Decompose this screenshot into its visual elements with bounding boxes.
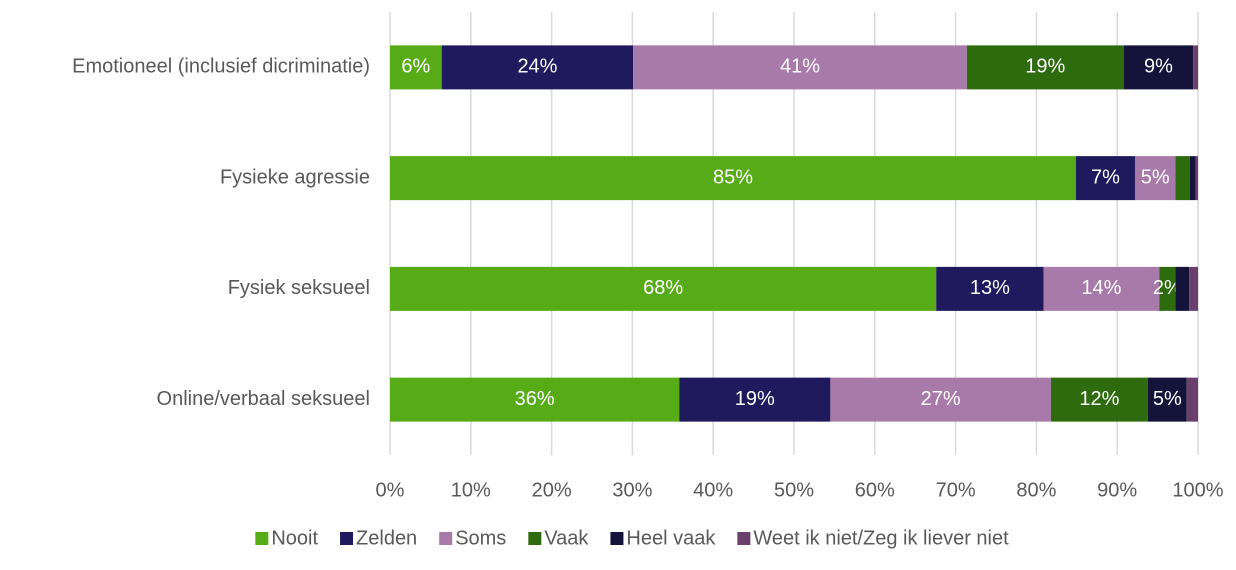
bar-segment	[1189, 156, 1196, 201]
x-tick-label: 100%	[1172, 479, 1223, 501]
x-tick-label: 0%	[376, 479, 405, 501]
bar-segment	[1189, 266, 1198, 311]
value-label: 19%	[735, 388, 775, 410]
value-label: 5%	[1141, 166, 1170, 188]
bar-segment	[1175, 266, 1190, 311]
bar-segment	[390, 266, 937, 311]
bar-segment	[1159, 266, 1176, 311]
category-label: Emotioneel (inclusief dicriminatie)	[72, 56, 370, 78]
legend-swatch	[528, 532, 542, 545]
legend-swatch	[340, 532, 354, 545]
legend-swatch	[737, 532, 751, 545]
x-tick-label: 70%	[936, 479, 976, 501]
value-label: 24%	[517, 56, 557, 78]
legend-swatch	[255, 532, 269, 545]
bar-segment	[830, 377, 1051, 422]
value-label: 7%	[1091, 166, 1120, 188]
legend-swatch	[439, 532, 453, 545]
value-label: 6%	[401, 56, 430, 78]
legend-label: Nooit	[271, 527, 318, 549]
x-tick-label: 80%	[1016, 479, 1056, 501]
value-label: 5%	[1153, 388, 1182, 410]
x-tick-label: 10%	[451, 479, 491, 501]
legend-label: Vaak	[544, 527, 589, 549]
x-tick-label: 30%	[612, 479, 652, 501]
bar-segment	[1134, 156, 1176, 201]
x-tick-label: 40%	[693, 479, 733, 501]
bar-segment	[1050, 377, 1148, 422]
bar-segment	[1043, 266, 1160, 311]
bar-segment	[679, 377, 831, 422]
bar-segment	[1195, 156, 1198, 201]
bar-segment	[1193, 45, 1198, 90]
value-label: 12%	[1079, 388, 1119, 410]
bar-segment	[1123, 45, 1194, 90]
x-tick-label: 60%	[855, 479, 895, 501]
bar-segment	[441, 45, 634, 90]
value-label: 36%	[515, 388, 555, 410]
bar-segment	[1186, 377, 1198, 422]
bar-segment	[1175, 156, 1190, 201]
legend-label: Heel vaak	[626, 527, 716, 549]
value-label: 14%	[1081, 277, 1121, 299]
legend-label: Weet ik niet/Zeg ik liever niet	[753, 527, 1009, 549]
value-label: 9%	[1144, 56, 1173, 78]
x-tick-label: 90%	[1097, 479, 1137, 501]
value-label: 68%	[643, 277, 683, 299]
value-label: 85%	[713, 166, 753, 188]
bar-segment	[1147, 377, 1187, 422]
bar-segment	[390, 377, 680, 422]
bar-segment	[936, 266, 1044, 311]
value-label: 2%	[1153, 277, 1182, 299]
bar-segment	[390, 45, 442, 90]
legend-label: Zelden	[356, 527, 417, 549]
x-tick-label: 50%	[774, 479, 814, 501]
bar-segment	[633, 45, 967, 90]
legend-swatch	[610, 532, 624, 545]
category-label: Online/verbaal seksueel	[157, 388, 370, 410]
bar-segment	[390, 156, 1076, 201]
bar-segment	[966, 45, 1124, 90]
value-label: 13%	[970, 277, 1010, 299]
category-label: Fysieke agressie	[220, 166, 370, 188]
bar-segment	[1075, 156, 1135, 201]
x-tick-label: 20%	[532, 479, 572, 501]
value-label: 27%	[921, 388, 961, 410]
value-label: 41%	[780, 56, 820, 78]
value-label: 19%	[1025, 56, 1065, 78]
legend-label: Soms	[455, 527, 506, 549]
category-label: Fysiek seksueel	[228, 277, 370, 299]
